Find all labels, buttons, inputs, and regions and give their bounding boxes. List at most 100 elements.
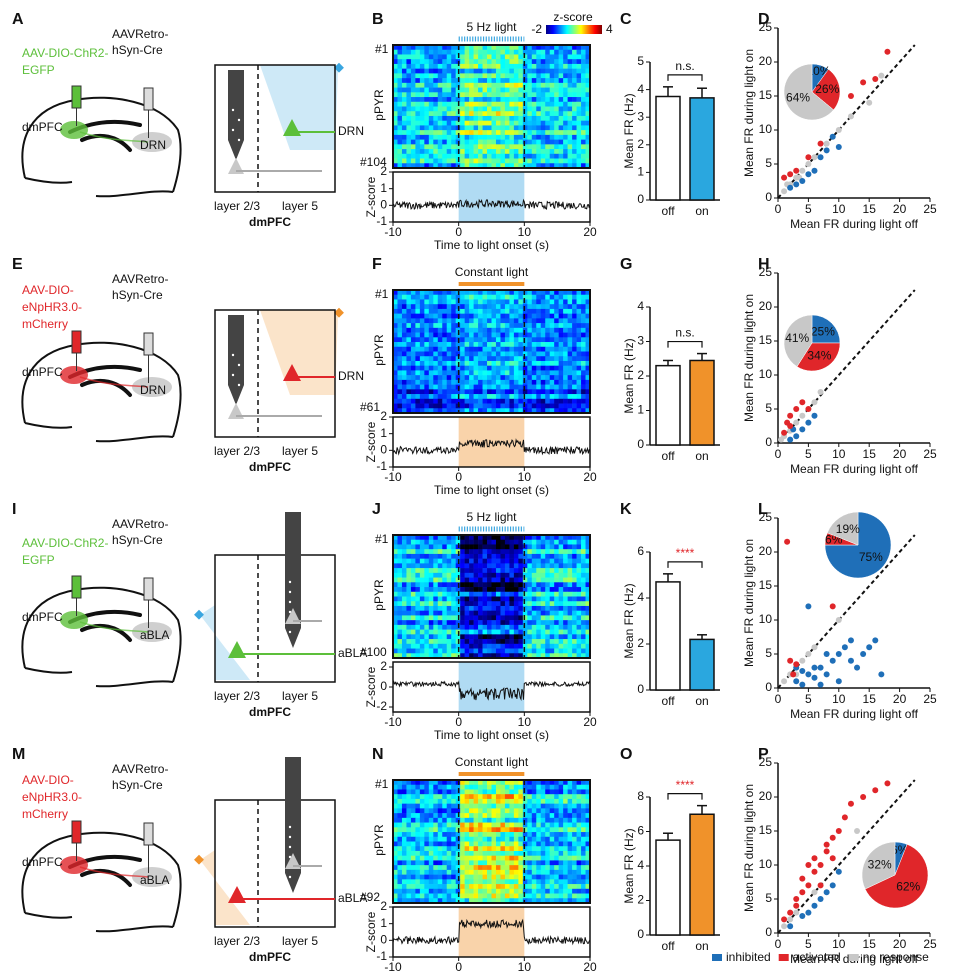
heatmap-cell (451, 49, 456, 55)
x-tick-label: 0 (455, 225, 462, 239)
heatmap-cell (495, 789, 501, 795)
heatmap-cell (487, 653, 492, 659)
heatmap-cell (558, 144, 564, 150)
heatmap-cell (478, 294, 483, 300)
heatmap-cell (401, 125, 407, 131)
heatmap-cell (572, 54, 577, 60)
heatmap-cell (500, 101, 506, 107)
heatmap-cell (572, 879, 577, 885)
heatmap-cell (504, 106, 510, 112)
heatmap-cell (469, 817, 474, 823)
heatmap-cell (549, 817, 555, 823)
heatmap-cell (513, 313, 519, 319)
heatmap-cell (513, 327, 519, 333)
heatmap-cell (419, 294, 425, 300)
pie-slice (826, 511, 859, 546)
heatmap-cell (460, 158, 465, 164)
heatmap-cell (401, 360, 407, 366)
heatmap-cell (491, 87, 497, 93)
heatmap-cell (406, 648, 412, 654)
heatmap-cell (491, 553, 497, 559)
heatmap-cell (433, 384, 439, 390)
heatmap-cell (563, 865, 568, 871)
heatmap-cell (513, 846, 519, 852)
heatmap-cell (500, 130, 506, 136)
heatmap-cell (433, 337, 439, 343)
heatmap-cell (410, 884, 416, 890)
heatmap-cell (487, 63, 492, 69)
heatmap-cell (437, 879, 443, 885)
heatmap-cell (401, 54, 407, 60)
heatmap-cell (567, 379, 573, 385)
heatmap-cell (478, 158, 483, 164)
heatmap-cell (572, 544, 577, 550)
heatmap-cell (522, 558, 528, 564)
heatmap-cell (460, 389, 465, 395)
heatmap-cell (527, 591, 533, 597)
heatmap-cell (397, 313, 403, 319)
heatmap-cell (509, 313, 515, 319)
heatmap-cell (527, 789, 533, 795)
heatmap-cell (406, 558, 412, 564)
heatmap-cell (491, 59, 497, 65)
heatmap-cell (522, 874, 528, 880)
heatmap-cell (446, 290, 452, 296)
heatmap-cell (572, 92, 577, 98)
heatmap-cell (495, 634, 501, 640)
heatmap-cell (585, 327, 591, 333)
heatmap-cell (397, 558, 403, 564)
heatmap-cell (558, 153, 564, 159)
heatmap-cell (437, 827, 443, 833)
heatmap-cell (536, 78, 542, 84)
heatmap-cell (513, 841, 519, 847)
heatmap-cell (415, 587, 421, 593)
heatmap-cell (500, 54, 506, 60)
heatmap-cell (406, 158, 412, 164)
heatmap-cell (487, 337, 492, 343)
heatmap-cell (576, 78, 582, 84)
heatmap-cell (500, 549, 506, 555)
heatmap-cell (433, 332, 439, 338)
heatmap-cell (410, 817, 416, 823)
heatmap-cell (393, 884, 398, 890)
heatmap-cell (576, 45, 582, 51)
heatmap-cell (527, 394, 533, 400)
heatmap-cell (415, 794, 421, 800)
heatmap-cell (513, 398, 519, 404)
heatmap-cell (473, 827, 479, 833)
scatter-point (787, 436, 794, 443)
heatmap-cell (446, 394, 452, 400)
heatmap-cell (464, 299, 470, 305)
heatmap-cell (558, 865, 564, 871)
heatmap-cell (473, 408, 479, 414)
heatmap-cell (464, 370, 470, 376)
heatmap-cell (401, 299, 407, 305)
heatmap-cell (451, 841, 456, 847)
heatmap-cell (415, 544, 421, 550)
heatmap-cell (401, 643, 407, 649)
y-tick-label: 15 (759, 333, 773, 347)
heatmap-cell (527, 365, 533, 371)
heatmap-cell (482, 92, 488, 98)
heatmap-cell (487, 78, 492, 84)
heatmap-cell (513, 351, 519, 357)
heatmap-cell (495, 290, 501, 296)
cortex-box (214, 64, 336, 193)
heatmap-cell (428, 45, 434, 51)
heatmap-cell (464, 101, 470, 107)
heatmap-cell (460, 620, 465, 626)
heatmap-cell (491, 784, 497, 790)
heatmap-cell (451, 869, 456, 875)
heatmap-cell (442, 78, 448, 84)
heatmap-cell (460, 101, 465, 107)
heatmap-cell (527, 827, 533, 833)
heatmap-cell (572, 342, 577, 348)
heatmap-cell (572, 841, 577, 847)
heatmap-cell (491, 789, 497, 795)
category-label: on (695, 694, 708, 708)
heatmap-cell (572, 817, 577, 823)
heatmap-cell (531, 615, 537, 621)
target-label: aBLA (140, 873, 169, 887)
heatmap-cell (473, 346, 479, 352)
x-tick-label: 5 (805, 447, 812, 461)
